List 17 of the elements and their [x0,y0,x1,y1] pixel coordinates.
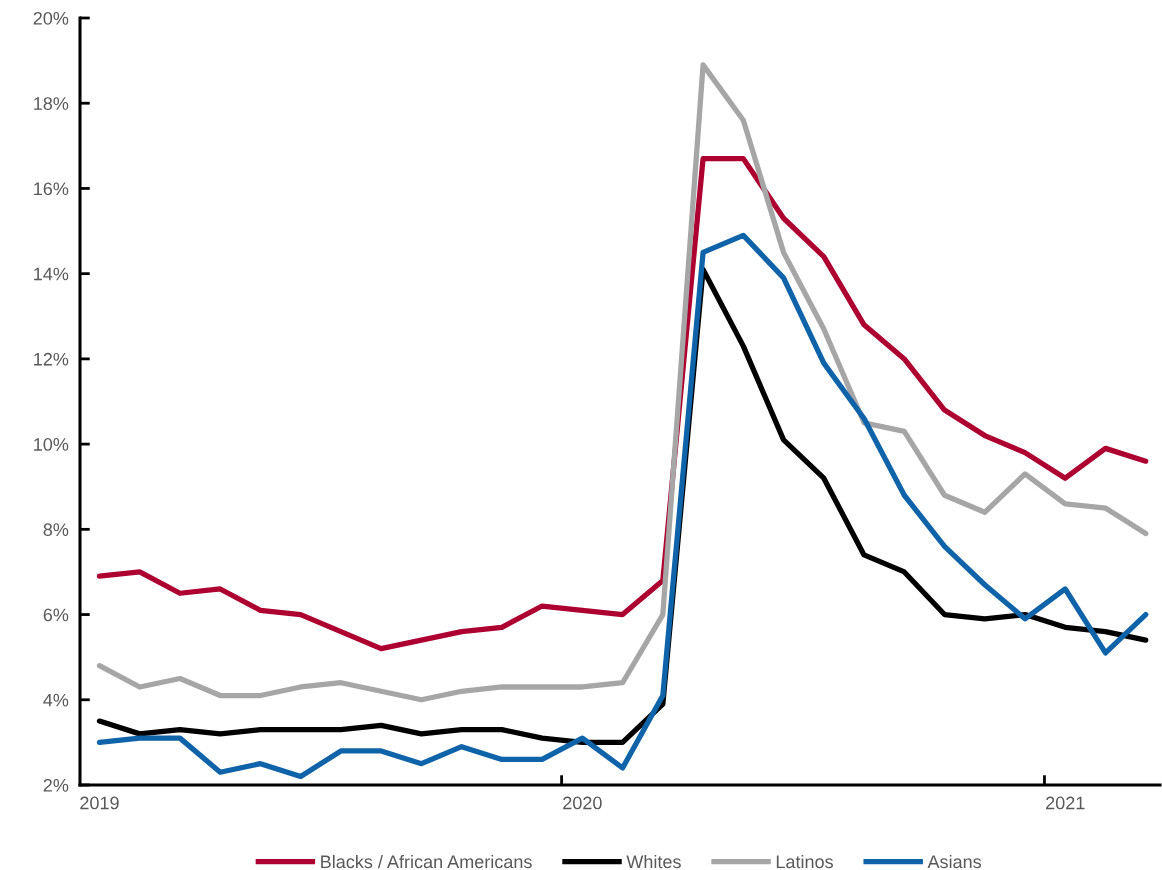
y-tick-label: 18% [34,97,69,110]
x-tick-label: 2021 [1046,796,1085,810]
y-tick-label: 14% [34,267,69,281]
y-tick-label: 8% [43,523,69,537]
y-tick-label: 20% [33,11,69,25]
y-tick-label: 10% [34,438,69,451]
y-tick-label: 6% [43,608,69,622]
y-tick-label: 4% [43,693,69,707]
x-tick-label: 2020 [563,796,602,810]
y-tick-label: 12% [34,352,69,366]
legend-label: Whites [626,854,681,869]
legend-label: Blacks / African Americans [321,854,532,869]
legend-label: Asians [927,854,982,869]
y-tick-label: 2% [43,778,69,792]
legend-label: Latinos [776,854,833,869]
y-tick-label: 16% [34,182,69,196]
x-tick-label: 2019 [80,796,119,810]
